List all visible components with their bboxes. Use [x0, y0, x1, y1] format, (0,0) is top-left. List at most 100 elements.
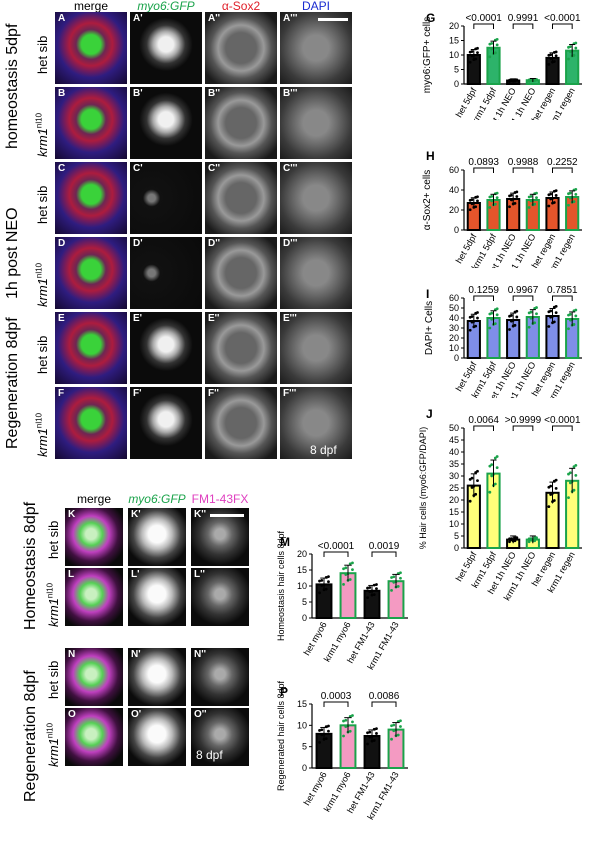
y-tick-label: 20 [449, 21, 459, 31]
panel-label: A' [133, 13, 143, 24]
data-point [547, 193, 551, 197]
micrograph-panel: K [65, 508, 123, 566]
y-tick-label: 30 [449, 323, 459, 333]
data-point [495, 43, 499, 47]
data-point [515, 537, 519, 541]
micrograph-panel: D [55, 237, 127, 309]
data-point [490, 317, 494, 321]
significance-bracket [512, 167, 534, 173]
data-point [554, 311, 558, 315]
data-point [344, 573, 348, 576]
data-point [468, 208, 472, 212]
data-point [547, 310, 551, 314]
data-point [495, 196, 499, 199]
data-point [574, 192, 578, 196]
y-axis-label: α-Sox2+ cells [422, 170, 433, 231]
data-point [508, 540, 511, 544]
data-point [468, 477, 472, 481]
micrograph-image [191, 568, 249, 626]
micrograph-panel: O' [128, 708, 186, 766]
micrograph-image [205, 312, 277, 384]
data-point [488, 464, 492, 468]
data-point [351, 714, 354, 717]
micrograph-image [55, 87, 127, 159]
data-point [574, 474, 578, 477]
data-point [396, 733, 400, 737]
data-point [318, 729, 321, 732]
micrograph-image [280, 12, 352, 84]
significance-bracket [371, 701, 397, 707]
data-point [344, 566, 348, 570]
data-point [348, 578, 352, 581]
data-point [342, 734, 345, 738]
panel-label: N'' [194, 649, 206, 660]
data-point [527, 540, 531, 544]
data-point [324, 737, 328, 741]
data-point [493, 456, 497, 460]
data-point [468, 198, 472, 202]
data-point [396, 584, 400, 588]
panel-label: D''' [283, 238, 298, 249]
data-point [318, 579, 321, 583]
panel-label: A [58, 13, 66, 24]
data-point [324, 587, 328, 591]
micrograph-image [130, 312, 202, 384]
y-tick-label: 0 [302, 613, 307, 623]
data-point [488, 55, 492, 59]
col-header: FM1-43FX [191, 492, 249, 506]
micrograph-image [130, 237, 202, 309]
micrograph-panel: E''' [280, 312, 352, 384]
micrograph-image [191, 648, 249, 706]
micrograph-image [55, 162, 127, 234]
data-point [320, 584, 324, 587]
y-tick-label: 15 [449, 507, 459, 517]
p-value-label: 0.2252 [547, 157, 578, 168]
data-point [320, 733, 324, 737]
group-label: Regeneration 8dpf [22, 670, 39, 802]
col-header: myo6:GFP [137, 0, 195, 13]
data-point [468, 60, 472, 64]
y-tick-label: 10 [297, 720, 307, 730]
col-header: merge [73, 0, 108, 13]
data-point [375, 732, 378, 735]
data-point [342, 567, 345, 571]
data-point [392, 729, 396, 733]
y-tick-label: 0 [454, 353, 459, 363]
data-point [549, 315, 553, 319]
panel-label: O [68, 709, 76, 720]
data-point [348, 714, 352, 718]
y-axis-label: Homeostasis hair cells 8dpf [276, 530, 286, 641]
micrograph-panel: B'' [205, 87, 277, 159]
micrograph-panel: A''' [280, 12, 352, 84]
panel-label: N [68, 649, 76, 660]
row-label: krm1nl10 [46, 722, 62, 767]
p-value-label: 0.0893 [468, 157, 499, 168]
y-tick-label: 10 [449, 343, 459, 353]
group-label: homeostasis 5dpf [4, 23, 21, 149]
data-point [368, 590, 372, 594]
p-value-label: 0.0003 [321, 691, 352, 702]
micrograph-image [205, 162, 277, 234]
y-tick-label: 15 [297, 565, 307, 575]
panel-label: L [68, 569, 75, 580]
micrograph-panel: B [55, 87, 127, 159]
data-point [470, 320, 474, 324]
panel-label: E''' [283, 313, 297, 324]
micrograph-image [55, 312, 127, 384]
data-point [390, 737, 393, 741]
data-point [488, 195, 492, 199]
data-point [474, 471, 478, 474]
data-point [533, 306, 537, 310]
significance-bracket [552, 23, 573, 29]
y-tick-label: 10 [297, 581, 307, 591]
micrograph-panel: F''' [280, 387, 352, 459]
significance-bracket [552, 295, 573, 301]
data-point [509, 319, 513, 323]
micrograph-panel: O'' [191, 708, 249, 766]
y-axis-label: % Hair cells (myo6:GFP/DAPI) [418, 427, 428, 550]
row-label: krm1nl10 [35, 112, 51, 157]
row-label: krm1nl10 [35, 262, 51, 307]
micrograph-panel: E'' [205, 312, 277, 384]
panel-label: O'' [194, 709, 207, 720]
